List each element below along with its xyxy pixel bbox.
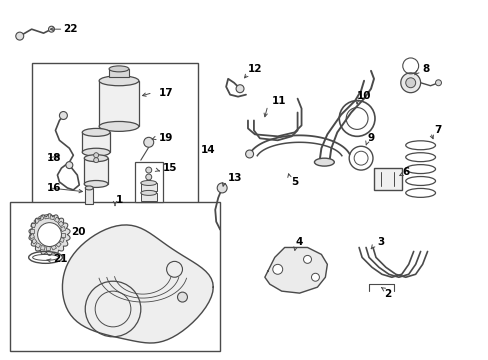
Bar [10,202,220,351]
Ellipse shape [85,186,93,190]
Text: 11: 11 [271,96,285,105]
Ellipse shape [314,158,334,166]
Bar [141,193,156,201]
Text: 16: 16 [46,183,61,193]
Circle shape [272,264,282,274]
Text: 18: 18 [46,153,61,163]
Ellipse shape [84,155,108,162]
Text: 20: 20 [71,226,86,237]
Circle shape [245,150,253,158]
Bar [35,243,41,248]
Text: 14: 14 [200,145,215,155]
Bar [34,218,40,224]
Circle shape [435,80,441,86]
Bar [61,226,65,231]
Bar [51,245,56,250]
Circle shape [60,112,67,120]
Circle shape [177,292,187,302]
Polygon shape [264,247,326,293]
Ellipse shape [82,129,110,136]
Ellipse shape [99,121,139,131]
Bar [50,215,55,220]
Circle shape [16,32,24,40]
Circle shape [217,183,226,193]
Text: 9: 9 [366,133,373,143]
Text: 5: 5 [291,177,298,187]
Bar [85,188,93,204]
Circle shape [48,26,54,32]
Ellipse shape [109,66,129,72]
Ellipse shape [141,180,156,185]
Bar [46,246,51,251]
Polygon shape [29,214,70,255]
Polygon shape [62,225,213,343]
Text: 12: 12 [247,64,262,74]
Circle shape [303,255,311,264]
Bar [84,158,108,184]
Text: 10: 10 [356,91,371,101]
Circle shape [400,73,420,93]
Bar [135,162,163,202]
Text: 21: 21 [53,255,68,264]
Bar [61,233,65,237]
Bar [141,183,156,191]
Circle shape [236,85,244,93]
Bar [30,229,34,233]
Text: 13: 13 [228,173,242,183]
Text: 8: 8 [422,64,429,74]
Bar [59,237,64,242]
Bar [31,223,36,228]
Text: 2: 2 [383,289,390,299]
Bar [99,81,139,126]
Circle shape [143,137,153,147]
Text: 3: 3 [376,237,384,247]
Text: 19: 19 [158,133,173,143]
Text: 17: 17 [158,88,173,98]
Bar [82,132,110,152]
Bar [31,238,37,244]
Text: 4: 4 [295,237,303,247]
Text: 7: 7 [434,125,441,135]
Ellipse shape [99,76,139,86]
Text: 22: 22 [63,24,78,34]
Ellipse shape [82,148,110,156]
Bar [41,246,45,250]
Circle shape [145,174,151,180]
Bar [39,215,44,221]
Circle shape [94,158,99,163]
Circle shape [405,78,415,88]
Bar [29,234,35,239]
Bar [32,63,198,207]
Circle shape [94,153,99,158]
Circle shape [311,273,319,281]
Bar [373,168,401,190]
Circle shape [38,223,61,247]
Bar [44,214,49,219]
Bar [56,242,61,247]
Bar [109,69,129,77]
Circle shape [66,162,73,168]
Bar [58,221,63,227]
Bar [54,217,60,222]
Circle shape [145,167,151,173]
Text: 6: 6 [402,167,409,177]
Text: 1: 1 [116,195,123,205]
Ellipse shape [84,180,108,188]
Text: 15: 15 [163,163,177,173]
Ellipse shape [141,190,156,195]
